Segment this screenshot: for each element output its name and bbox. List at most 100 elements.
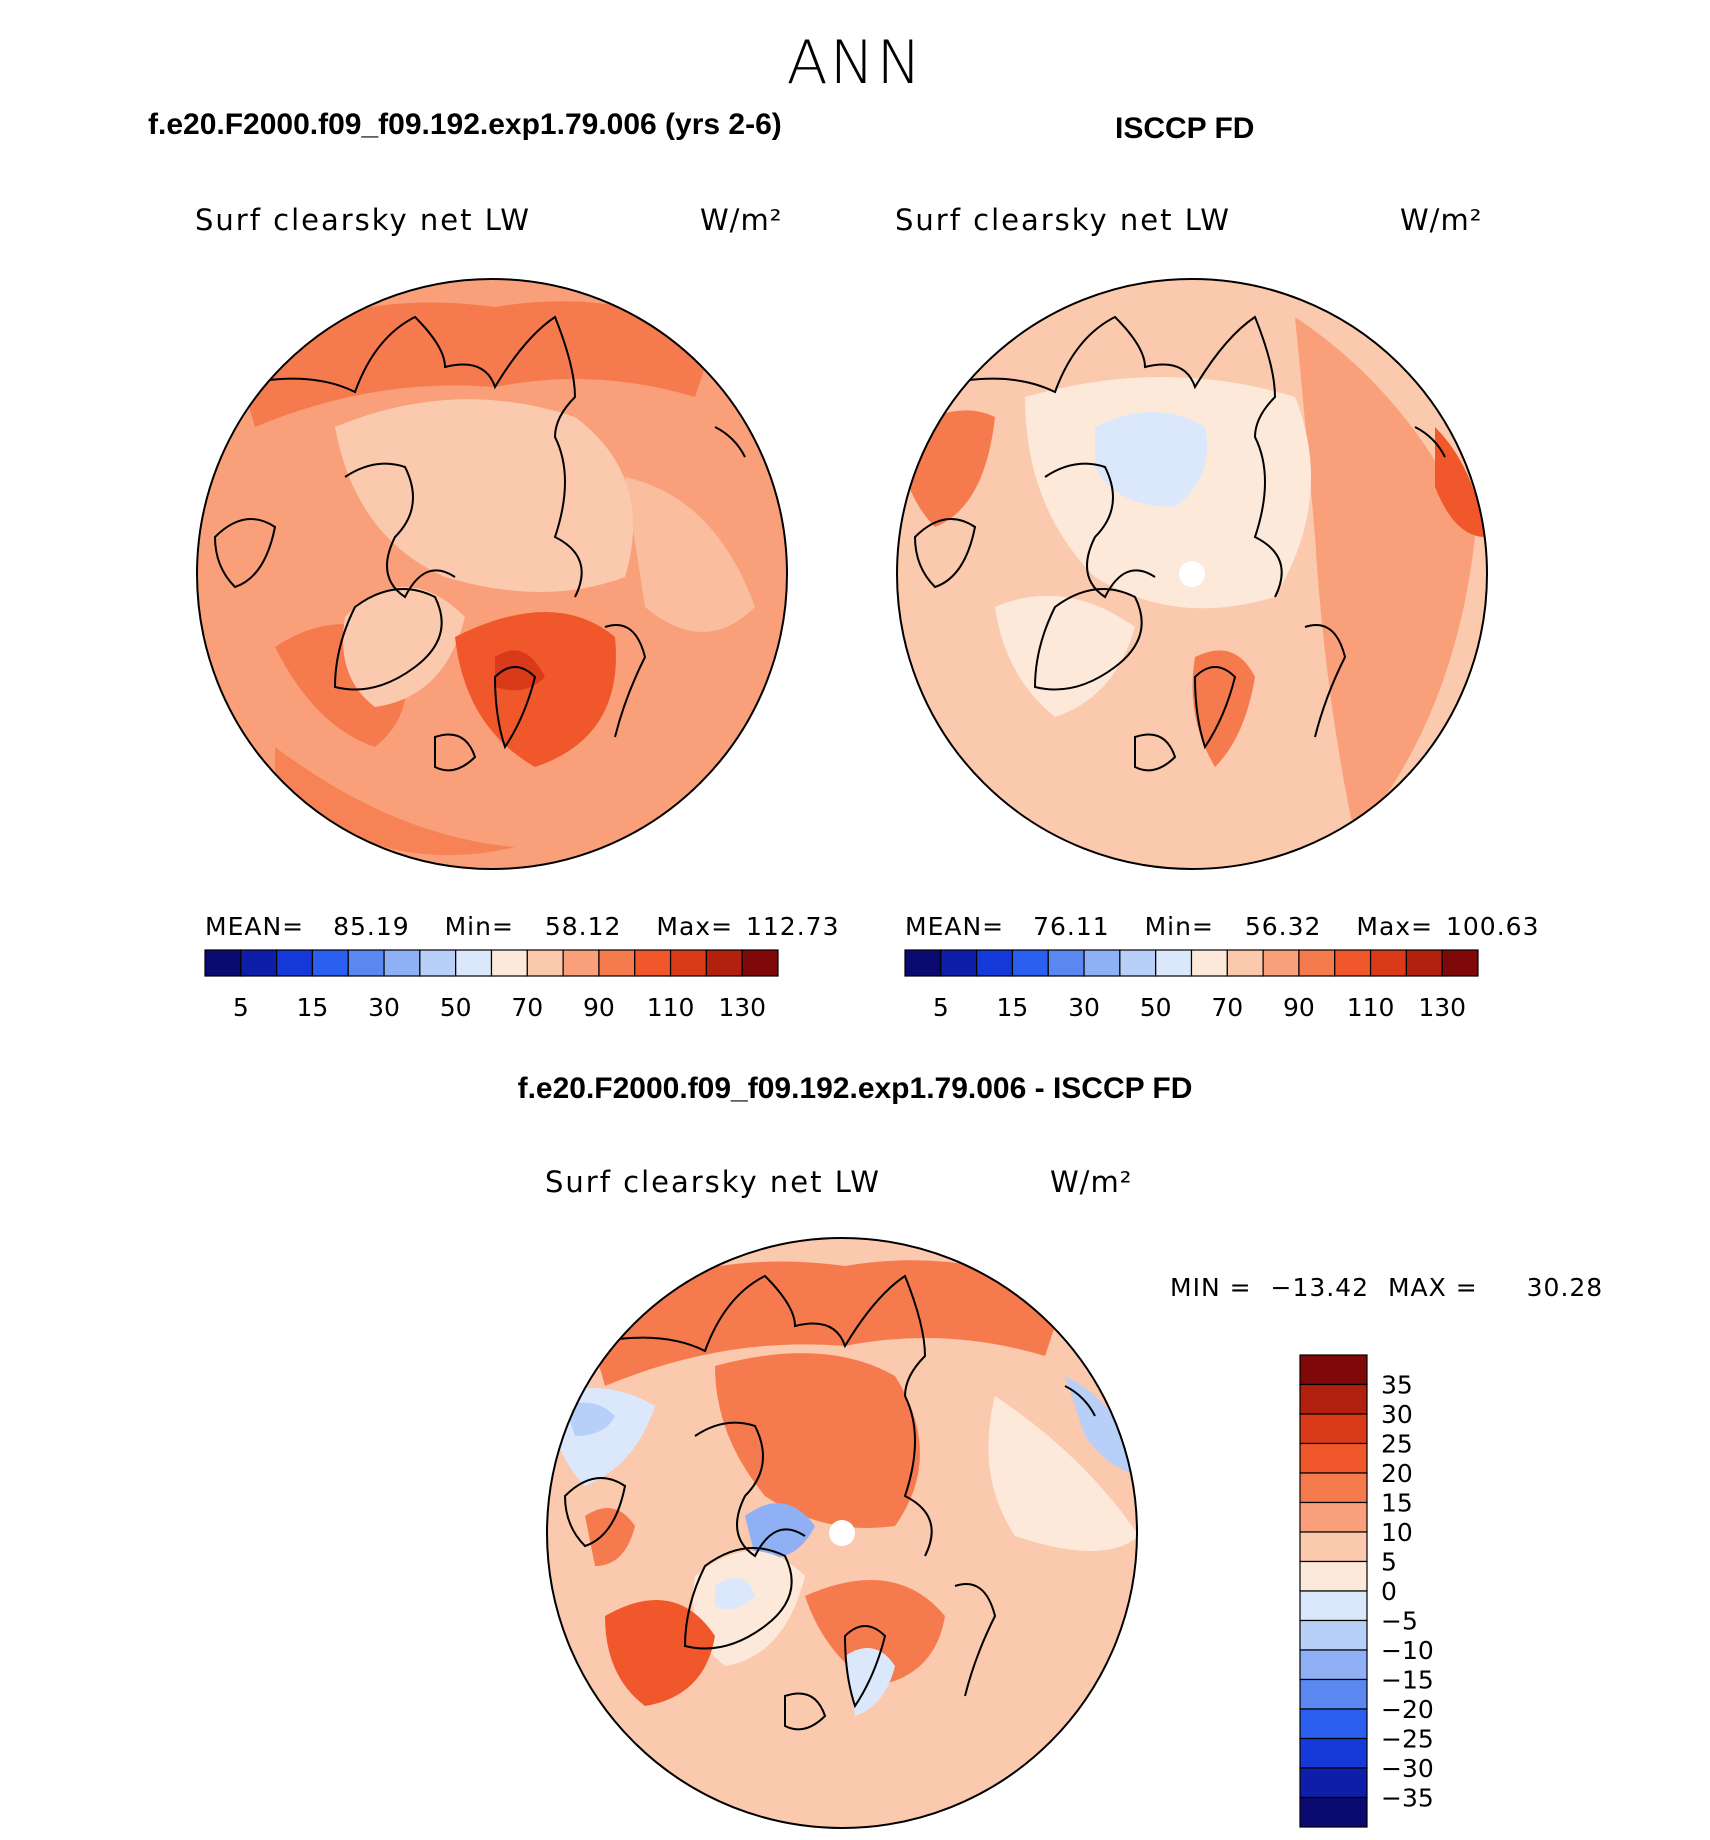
model-colorbar-swatch bbox=[705, 949, 743, 977]
obs-polar-map bbox=[896, 278, 1488, 870]
model-colorbar-tick-label: 130 bbox=[718, 993, 766, 1022]
model-colorbar-swatch bbox=[741, 949, 779, 977]
obs-colorbar-swatch bbox=[1190, 949, 1228, 977]
model-polar-map bbox=[196, 278, 788, 870]
model-colorbar-tick-label: 90 bbox=[583, 993, 615, 1022]
obs-colorbar-swatch bbox=[1405, 949, 1443, 977]
model-colorbar-swatch bbox=[490, 949, 528, 977]
model-colorbar-tick-label: 70 bbox=[511, 993, 543, 1022]
diff-colorbar-tick-label: −20 bbox=[1381, 1695, 1434, 1724]
obs-colorbar-swatch bbox=[1119, 949, 1157, 977]
diff-colorbar-tick-label: 25 bbox=[1381, 1430, 1413, 1459]
diff-colorbar-swatch bbox=[1299, 1708, 1368, 1740]
obs-colorbar-swatch bbox=[940, 949, 978, 977]
diff-colorbar-swatch bbox=[1299, 1354, 1368, 1386]
obs-colorbar-tick-label: 70 bbox=[1211, 993, 1243, 1022]
model-mean-value: 85.19 bbox=[333, 912, 410, 941]
obs-min-value: 56.32 bbox=[1244, 912, 1322, 941]
model-colorbar-swatch bbox=[634, 949, 672, 977]
obs-colorbar-swatch bbox=[904, 949, 942, 977]
diff-minmax: MIN = −13.42 MAX = 30.28 bbox=[1170, 1273, 1603, 1302]
diff-colorbar-tick-label: 15 bbox=[1381, 1489, 1413, 1518]
season-title: ANN bbox=[786, 28, 924, 98]
obs-colorbar-swatch bbox=[1047, 949, 1085, 977]
model-colorbar-swatch bbox=[455, 949, 493, 977]
diff-panel-header: f.e20.F2000.f09_f09.192.exp1.79.006 - IS… bbox=[517, 1072, 1193, 1105]
diff-colorbar-tick-label: −25 bbox=[1381, 1725, 1434, 1754]
obs-colorbar-swatch bbox=[1441, 949, 1479, 977]
diff-colorbar-swatch bbox=[1299, 1590, 1368, 1622]
obs-colorbar-tick-label: 90 bbox=[1283, 993, 1315, 1022]
obs-colorbar: 5 15 30 50 70 90 110 130 bbox=[904, 949, 1479, 1022]
model-colorbar-swatch bbox=[347, 949, 385, 977]
diff-min-value: −13.42 bbox=[1270, 1273, 1370, 1302]
obs-colorbar-tick-label: 50 bbox=[1140, 993, 1172, 1022]
model-colorbar-tick-label: 50 bbox=[440, 993, 472, 1022]
model-max-value: 112.73 bbox=[746, 912, 840, 941]
obs-colorbar-swatch bbox=[1083, 949, 1121, 977]
diff-colorbar-swatch bbox=[1299, 1796, 1368, 1828]
model-units-label: W/m² bbox=[700, 203, 783, 237]
obs-colorbar-tick-label: 130 bbox=[1418, 993, 1466, 1022]
obs-colorbar-swatch bbox=[1334, 949, 1372, 977]
obs-mean-value: 76.11 bbox=[1033, 912, 1110, 941]
diff-colorbar-swatch bbox=[1299, 1678, 1368, 1710]
diff-colorbar-tick-label: −10 bbox=[1381, 1636, 1434, 1665]
model-colorbar-tick-label: 110 bbox=[647, 993, 695, 1022]
obs-colorbar-tick-label: 5 bbox=[933, 993, 949, 1022]
model-colorbar-swatch bbox=[562, 949, 600, 977]
diff-colorbar-tick-label: −15 bbox=[1381, 1666, 1434, 1695]
model-colorbar-tick-label: 30 bbox=[368, 993, 400, 1022]
model-max-label: Max= bbox=[656, 912, 734, 941]
diff-colorbar-tick-label: 30 bbox=[1381, 1400, 1413, 1429]
obs-colorbar-tick-label: 110 bbox=[1347, 993, 1395, 1022]
diff-min-label: MIN = bbox=[1170, 1273, 1252, 1302]
diff-colorbar-swatch bbox=[1299, 1767, 1368, 1799]
diff-colorbar-swatch bbox=[1299, 1649, 1368, 1681]
diff-colorbar-swatch bbox=[1299, 1413, 1368, 1445]
diff-colorbar-tick-label: −35 bbox=[1381, 1784, 1434, 1813]
diff-colorbar-swatch bbox=[1299, 1442, 1368, 1474]
obs-colorbar-swatch bbox=[1011, 949, 1049, 977]
diff-colorbar-tick-label: 0 bbox=[1381, 1577, 1397, 1606]
diff-max-label: MAX = bbox=[1387, 1273, 1478, 1302]
diff-colorbar-tick-label: 10 bbox=[1381, 1518, 1413, 1547]
model-colorbar-swatch bbox=[204, 949, 242, 977]
model-colorbar-swatch bbox=[598, 949, 636, 977]
model-min-value: 58.12 bbox=[544, 912, 622, 941]
obs-colorbar-tick-label: 15 bbox=[997, 993, 1029, 1022]
diff-colorbar-tick-label: 5 bbox=[1381, 1548, 1397, 1577]
diff-colorbar-swatch bbox=[1299, 1737, 1368, 1769]
model-variable-label: Surf clearsky net LW bbox=[195, 203, 531, 237]
diff-colorbar-tick-label: −30 bbox=[1381, 1754, 1434, 1783]
diff-colorbar-swatch bbox=[1299, 1501, 1368, 1533]
model-mean-label: MEAN= bbox=[205, 912, 305, 941]
diff-max-value: 30.28 bbox=[1526, 1273, 1604, 1302]
model-colorbar-swatch bbox=[383, 949, 421, 977]
diff-colorbar-swatch bbox=[1299, 1383, 1368, 1415]
obs-colorbar-swatch bbox=[1262, 949, 1300, 977]
model-colorbar-swatch bbox=[669, 949, 707, 977]
diff-colorbar-swatch bbox=[1299, 1560, 1368, 1592]
diff-colorbar-tick-label: −5 bbox=[1381, 1607, 1418, 1636]
model-colorbar-tick-label: 5 bbox=[233, 993, 249, 1022]
obs-min-label: Min= bbox=[1144, 912, 1214, 941]
obs-colorbar-swatch bbox=[1226, 949, 1264, 977]
obs-colorbar-tick-label: 30 bbox=[1068, 993, 1100, 1022]
model-panel-header: f.e20.F2000.f09_f09.192.exp1.79.006 (yrs… bbox=[148, 108, 782, 141]
model-colorbar: 5 15 30 50 70 90 110 130 bbox=[204, 949, 779, 1022]
obs-mean-label: MEAN= bbox=[905, 912, 1005, 941]
diff-colorbar-swatch bbox=[1299, 1619, 1368, 1651]
diff-variable-label: Surf clearsky net LW bbox=[545, 1165, 881, 1199]
diff-polar-map bbox=[546, 1237, 1138, 1829]
obs-variable-label: Surf clearsky net LW bbox=[895, 203, 1231, 237]
obs-units-label: W/m² bbox=[1400, 203, 1483, 237]
model-stats: MEAN= 85.19 Min= 58.12 Max= 112.73 bbox=[205, 912, 839, 941]
obs-colorbar-swatch bbox=[1369, 949, 1407, 977]
model-colorbar-swatch bbox=[419, 949, 457, 977]
model-colorbar-swatch bbox=[311, 949, 349, 977]
obs-panel-header: ISCCP FD bbox=[1115, 112, 1255, 145]
model-colorbar-swatch bbox=[240, 949, 278, 977]
obs-stats: MEAN= 76.11 Min= 56.32 Max= 100.63 bbox=[905, 912, 1539, 941]
obs-colorbar-swatch bbox=[976, 949, 1014, 977]
